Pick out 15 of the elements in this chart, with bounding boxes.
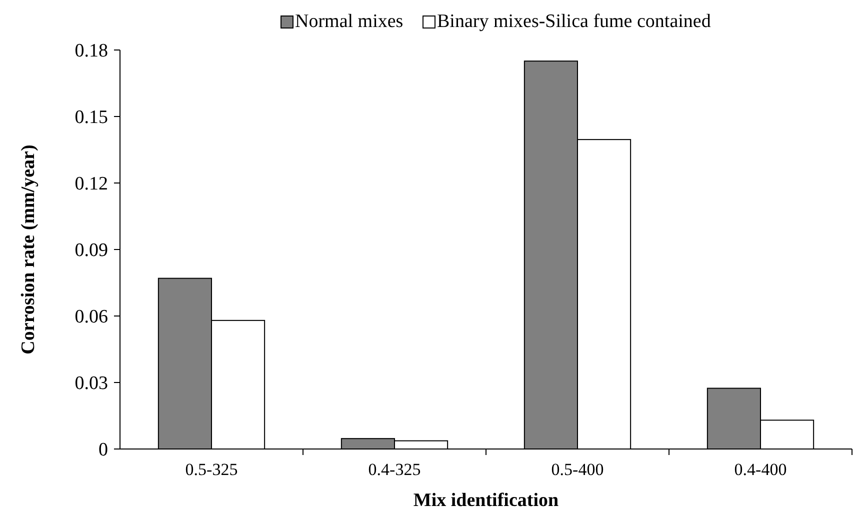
y-tick-label: 0 xyxy=(98,440,108,461)
y-tick-label: 0.06 xyxy=(74,306,108,328)
legend-label: Normal mixes xyxy=(295,11,404,32)
y-tick-label: 0.03 xyxy=(74,373,108,394)
y-tick-label: 0.09 xyxy=(74,240,108,262)
y-tick-label: 0.18 xyxy=(74,40,108,62)
y-axis-title: Corrosion rate (mm/year) xyxy=(18,144,39,354)
y-tick-label: 0.12 xyxy=(74,174,108,195)
y-tick-label: 0.15 xyxy=(74,107,108,128)
x-tick-label: 0.5-325 xyxy=(185,460,238,479)
x-tick-label: 0.4-325 xyxy=(368,460,421,479)
x-tick-label: 0.5-400 xyxy=(551,460,604,479)
legend-label: Binary mixes-Silica fume contained xyxy=(437,11,712,32)
x-tick-label: 0.4-400 xyxy=(734,460,787,479)
x-axis-title: Mix identification xyxy=(413,490,559,511)
